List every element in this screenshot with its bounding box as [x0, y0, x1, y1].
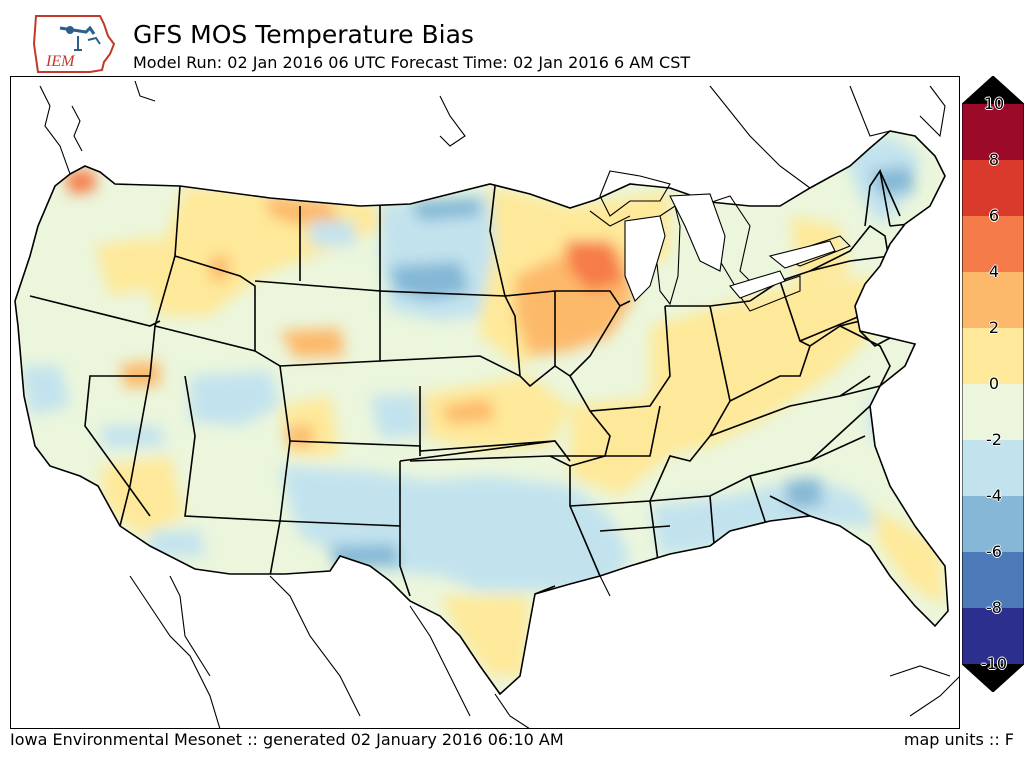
map-title: GFS MOS Temperature Bias [133, 20, 474, 49]
colorbar-bin [962, 104, 1024, 160]
colorbar-tick-label: 2 [988, 318, 1000, 337]
bias-contours [20, 136, 945, 676]
colorbar-bin [962, 440, 1024, 496]
footer-credit: Iowa Environmental Mesonet :: generated … [10, 730, 564, 749]
colorbar-bin [962, 608, 1024, 664]
colorbar-bin [962, 552, 1024, 608]
colorbar-bins [962, 76, 1024, 692]
colorbar-tick-label: 10 [983, 94, 1005, 113]
colorbar [962, 76, 1024, 692]
state-boundaries [29, 168, 911, 597]
great-lakes [624, 193, 836, 302]
footer-units: map units :: F [903, 730, 1014, 749]
temperature-bias-map [14, 80, 960, 729]
map-subtitle: Model Run: 02 Jan 2016 06 UTC Forecast T… [133, 53, 691, 72]
colorbar-extend-bottom [962, 664, 1024, 692]
colorbar-bin [962, 328, 1024, 384]
colorbar-bin [962, 216, 1024, 272]
colorbar-bin [962, 272, 1024, 328]
colorbar-tick-label: -2 [986, 430, 1002, 449]
iem-logo: IEM [32, 15, 116, 73]
colorbar-tick-label: 0 [988, 374, 1000, 393]
colorbar-tick-label: 8 [988, 150, 1000, 169]
colorbar-bin [962, 160, 1024, 216]
colorbar-tick-label: -8 [986, 598, 1002, 617]
iem-logo-text: IEM [45, 53, 76, 70]
colorbar-extend-top [962, 76, 1024, 104]
colorbar-tick-label: 6 [988, 206, 1000, 225]
colorbar-tick-label: 4 [988, 262, 1000, 281]
colorbar-bin [962, 384, 1024, 440]
coastline-outlines [39, 80, 960, 729]
colorbar-tick-label: -10 [980, 654, 1008, 673]
colorbar-tick-label: -4 [986, 486, 1002, 505]
colorbar-tick-label: -6 [986, 542, 1002, 561]
colorbar-bin [962, 496, 1024, 552]
